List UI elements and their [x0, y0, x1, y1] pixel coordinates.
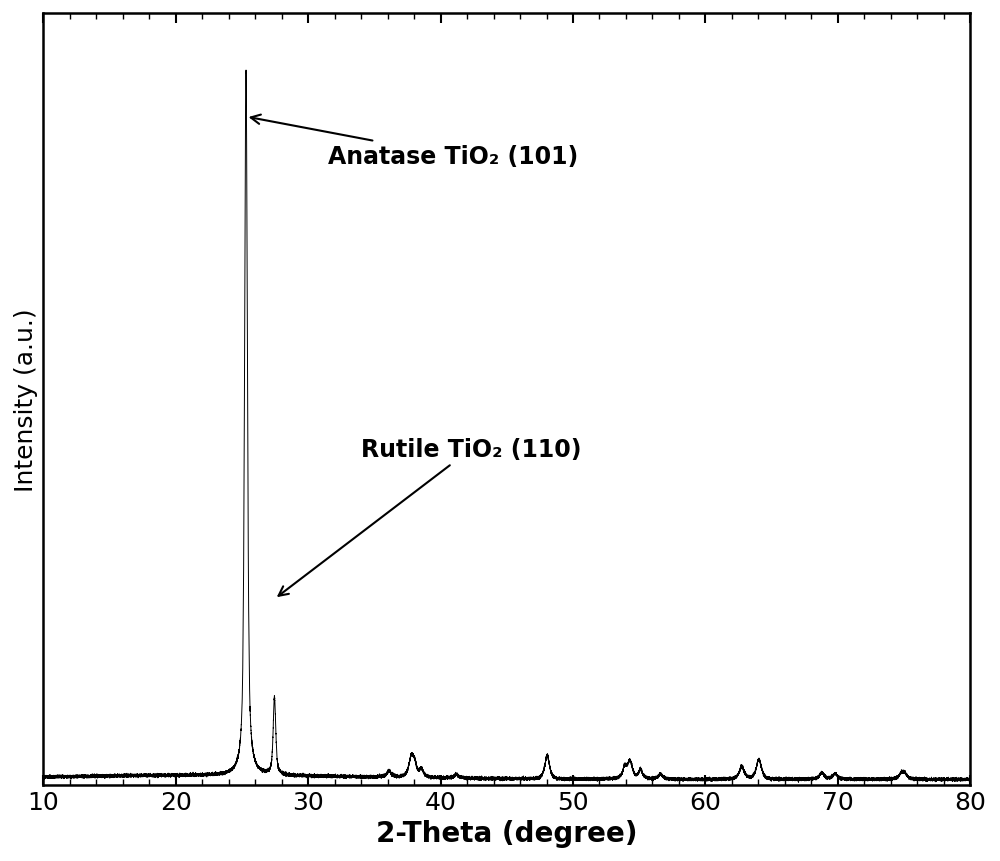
Y-axis label: Intensity (a.u.): Intensity (a.u.) [14, 307, 38, 491]
Text: Anatase TiO₂ (101): Anatase TiO₂ (101) [251, 115, 578, 169]
X-axis label: 2-Theta (degree): 2-Theta (degree) [376, 819, 638, 847]
Text: Rutile TiO₂ (110): Rutile TiO₂ (110) [279, 437, 582, 596]
